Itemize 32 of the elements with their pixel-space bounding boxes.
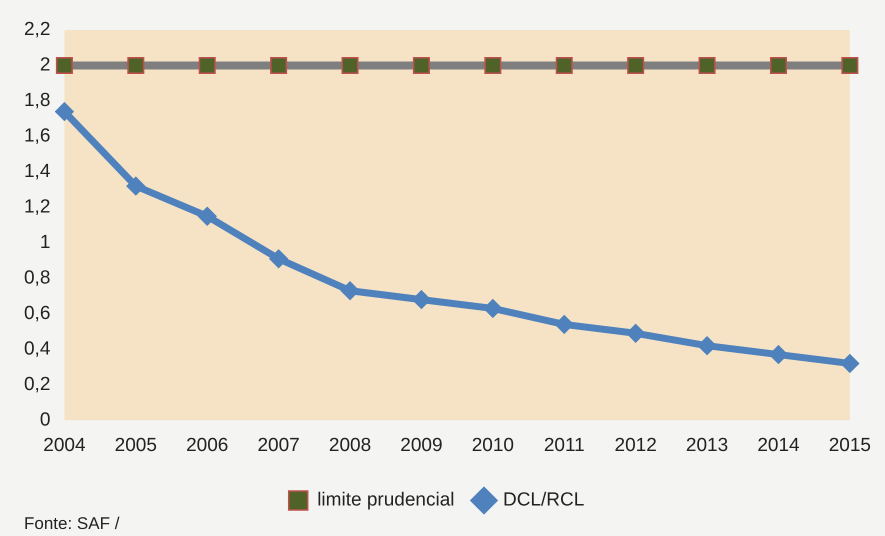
y-tick-label: 1,2 <box>24 196 50 218</box>
y-tick-label: 0,8 <box>24 268 50 289</box>
x-tick-label: 2007 <box>257 434 300 456</box>
y-tick-label: 1,8 <box>24 90 50 112</box>
x-tick-label: 2005 <box>114 434 157 456</box>
legend-label: DCL/RCL <box>502 490 584 511</box>
y-tick-label: 1,4 <box>24 161 51 182</box>
y-tick-label: 0 <box>40 409 50 430</box>
x-tick-label: 2012 <box>614 434 657 456</box>
x-tick-label: 2009 <box>400 434 443 456</box>
y-tick-label: 2,2 <box>24 19 50 40</box>
x-tick-label: 2015 <box>828 434 872 456</box>
x-tick-label: 2014 <box>757 434 800 456</box>
y-tick-label: 1 <box>40 232 50 254</box>
y-tick-label: 0,2 <box>24 374 50 395</box>
x-tick-label: 2004 <box>43 434 86 456</box>
point <box>126 176 146 196</box>
x-tick-label: 2011 <box>544 434 585 456</box>
source-note: Fonte: SAF / <box>24 514 120 534</box>
y-tick-label: 1,6 <box>24 126 50 147</box>
point <box>54 102 74 122</box>
y-tick-label: 0,6 <box>24 303 50 324</box>
point <box>269 249 288 268</box>
x-tick-label: 2008 <box>328 434 372 456</box>
y-tick-label: 0,4 <box>24 338 51 360</box>
point <box>626 324 646 343</box>
x-tick-label: 2013 <box>686 434 728 456</box>
point <box>198 206 217 226</box>
x-tick-label: 2006 <box>186 434 228 456</box>
x-tick-label: 2010 <box>472 434 514 456</box>
legend-label: limite prudencial <box>317 490 455 511</box>
y-tick-label: 2 <box>40 54 50 76</box>
